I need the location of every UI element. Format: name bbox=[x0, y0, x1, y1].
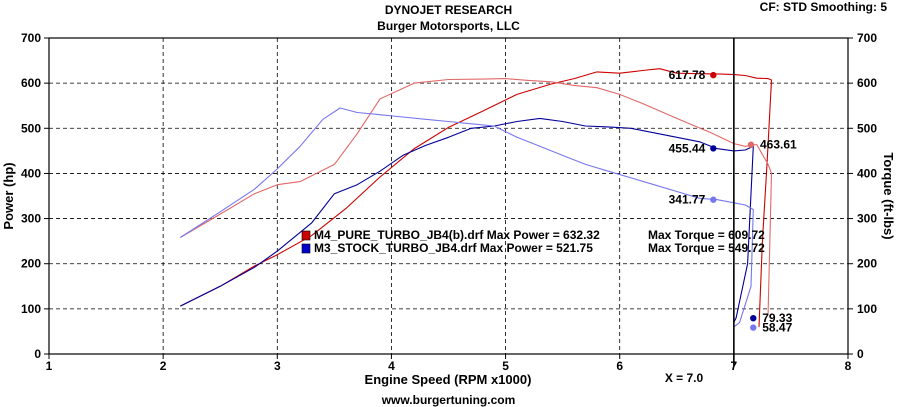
y-axis-title-left: Power (hp) bbox=[1, 162, 16, 229]
x-tick-label: 6 bbox=[616, 359, 623, 373]
y-tick-label-right: 300 bbox=[857, 212, 877, 226]
x-tick-label: 4 bbox=[388, 359, 395, 373]
settings-readout: CF: STD Smoothing: 5 bbox=[759, 0, 887, 14]
cursor-point bbox=[747, 141, 755, 148]
y-tick-label-right: 200 bbox=[857, 257, 877, 271]
x-tick-label: 5 bbox=[502, 359, 509, 373]
y-tick-label-right: 700 bbox=[857, 31, 877, 45]
series-line-torque bbox=[180, 107, 754, 328]
chart-title: DYNOJET RESEARCH bbox=[384, 3, 513, 17]
cursor-value-label: 79.33 bbox=[762, 311, 792, 325]
series-line-power bbox=[180, 117, 754, 323]
y-tick-label-left: 300 bbox=[21, 212, 41, 226]
y-tick-label-left: 600 bbox=[21, 76, 41, 90]
legend-entry-torque: Max Torque = 609.72 bbox=[648, 228, 765, 242]
x-axis-title: Engine Speed (RPM x1000) bbox=[365, 372, 532, 387]
legend-entry-power: M3_STOCK_TURBO_JB4.drf Max Power = 521.7… bbox=[314, 241, 593, 255]
legend-swatch bbox=[301, 230, 311, 241]
chart-subtitle: Burger Motorsports, LLC bbox=[377, 19, 520, 33]
legend-entry-power: M4_PURE_TURBO_JB4(b).drf Max Power = 632… bbox=[314, 228, 600, 242]
x-tick-label: 8 bbox=[845, 359, 852, 373]
x-tick-label: 2 bbox=[160, 359, 167, 373]
legend-swatch bbox=[301, 243, 311, 254]
series-line-power bbox=[180, 68, 773, 327]
cursor-value-label: 617.78 bbox=[669, 68, 706, 82]
y-axis-title-right: Torque (ft-lbs) bbox=[881, 152, 896, 239]
cursor-value-label: 341.77 bbox=[669, 193, 706, 207]
y-tick-label-right: 400 bbox=[857, 166, 877, 180]
x-tick-label: 1 bbox=[46, 359, 53, 373]
footer-url[interactable]: www.burgertuning.com bbox=[381, 393, 516, 407]
cursor-point bbox=[710, 71, 717, 79]
cursor-value-label: 463.61 bbox=[760, 138, 797, 152]
cursor-point bbox=[710, 145, 717, 152]
cursor-point bbox=[750, 314, 757, 322]
y-tick-label-right: 0 bbox=[857, 347, 864, 361]
series-line-torque bbox=[180, 78, 773, 314]
y-tick-label-left: 200 bbox=[21, 257, 41, 271]
cursor-readout: X = 7.0 bbox=[665, 371, 704, 385]
y-tick-label-left: 500 bbox=[21, 121, 41, 135]
y-tick-label-left: 700 bbox=[21, 31, 41, 45]
y-tick-label-right: 100 bbox=[857, 302, 877, 316]
cursor-value-label: 455.44 bbox=[669, 141, 706, 155]
y-tick-label-left: 0 bbox=[34, 347, 41, 361]
x-tick-label: 3 bbox=[274, 359, 281, 373]
y-tick-label-left: 400 bbox=[21, 166, 41, 180]
plot-frame bbox=[48, 37, 849, 355]
y-tick-label-right: 500 bbox=[857, 121, 877, 135]
cursor-point bbox=[750, 324, 757, 331]
y-tick-label-left: 100 bbox=[21, 302, 41, 316]
cursor-value-label: 58.47 bbox=[762, 321, 792, 335]
cursor-point bbox=[710, 196, 717, 203]
y-tick-label-right: 600 bbox=[857, 76, 877, 90]
legend-entry-torque: Max Torque = 549.72 bbox=[648, 241, 765, 255]
